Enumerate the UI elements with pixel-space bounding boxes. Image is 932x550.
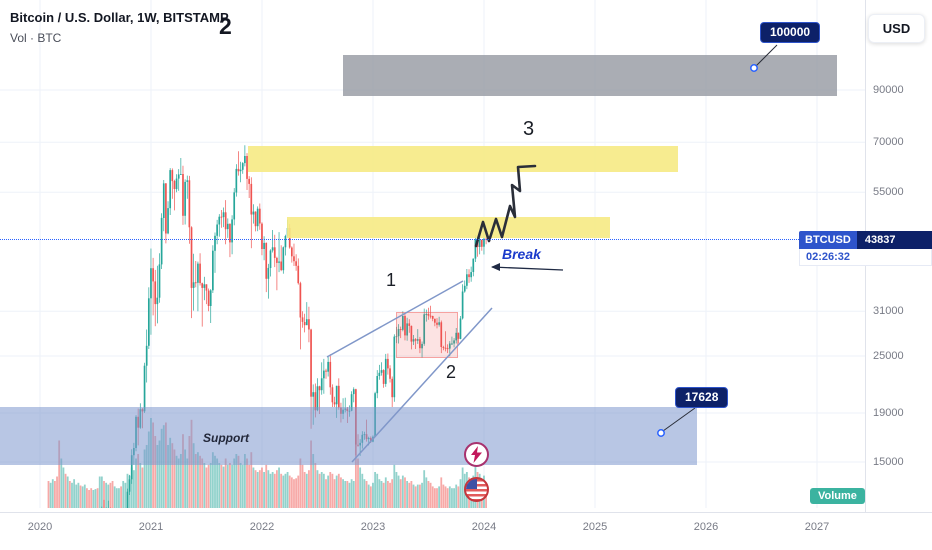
year-tick-label: 2026 [693,521,719,533]
price-tick-label: 19000 [873,407,904,419]
time-axis[interactable]: 2020 2021 2022 2023 2024 2025 2026 2027 [0,512,932,550]
consolidation-highlight-box[interactable] [396,312,458,358]
currency-toggle-button[interactable]: USD [868,14,925,43]
lightning-bolt-icon [471,446,482,463]
price-badge-symbol: BTCUSD [799,231,857,249]
volume-indicator-label[interactable]: Vol · BTC [10,31,62,45]
bar-countdown: 02:26:32 [799,249,932,266]
current-price-line [0,239,865,240]
zone-support[interactable] [0,406,697,465]
volume-layer [47,418,487,508]
price-tick-label: 31000 [873,305,904,317]
wave-label-3[interactable]: 3 [523,118,535,140]
year-tick-label: 2021 [138,521,164,533]
zone-resistance-100k[interactable] [343,55,837,96]
year-tick-label: 2027 [804,521,830,533]
chart-legend: Bitcoin / U.S. Dollar, 1W, BITSTAMP Vol … [10,10,229,45]
year-tick-label: 2020 [27,521,53,533]
flag-blue-field [466,479,477,489]
year-tick-label: 2023 [360,521,386,533]
handwritten-mark-2: 2 [219,13,232,39]
volume-scale-badge[interactable]: Volume [810,488,865,504]
us-flag-event-icon[interactable] [464,477,489,502]
current-price-badge[interactable]: BTCUSD 43837 02:26:32 [799,231,932,266]
zone-resistance-upper[interactable] [248,146,678,173]
support-level-badge-17628[interactable]: 17628 [675,387,729,408]
year-tick-label: 2025 [582,521,608,533]
economic-event-icon[interactable] [464,442,489,467]
price-tick-label: 90000 [873,84,904,96]
price-tick-label: 25000 [873,350,904,362]
wave-label-1[interactable]: 1 [386,270,397,290]
price-target-badge-100000[interactable]: 100000 [760,22,821,43]
year-tick-label: 2024 [471,521,497,533]
wave-label-2[interactable]: 2 [446,362,457,382]
support-zone-label[interactable]: Support [203,431,249,445]
price-badge-value: 43837 [856,231,932,249]
zone-resistance-lower[interactable] [287,217,610,239]
price-tick-label: 55000 [873,186,904,198]
price-tick-label: 15000 [873,456,904,468]
break-annotation-label[interactable]: Break [502,246,541,262]
price-tick-label: 70000 [873,136,904,148]
symbol-title[interactable]: Bitcoin / U.S. Dollar, 1W, BITSTAMP [10,10,229,25]
year-tick-label: 2022 [249,521,275,533]
